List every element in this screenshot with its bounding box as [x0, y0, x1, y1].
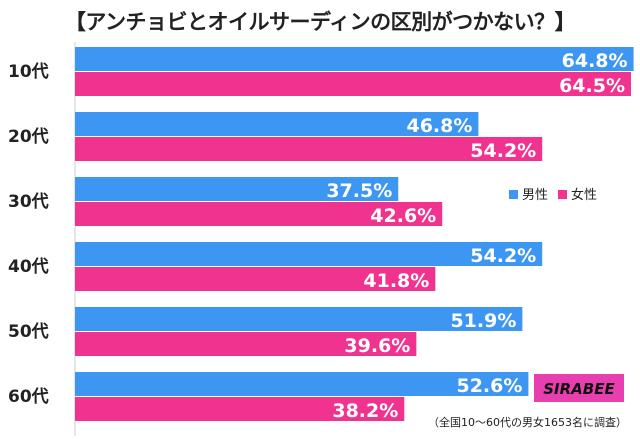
legend-swatch-male	[508, 189, 518, 199]
data-label: 64.8%	[562, 50, 628, 72]
legend-item-female: 女性	[558, 184, 597, 203]
footnote: （全国10〜60代の男女1653名に調査）	[428, 416, 627, 429]
legend-item-male: 男性	[508, 184, 548, 203]
bar-male	[75, 47, 634, 71]
category-label: 50代	[8, 321, 49, 342]
data-label: 52.6%	[456, 375, 522, 397]
data-label: 54.2%	[470, 140, 536, 162]
chart-title: 【アンチョビとオイルサーディンの区別がつかない？】	[64, 10, 576, 34]
legend-label-male: 男性	[521, 187, 548, 203]
legend-label-female: 女性	[571, 187, 598, 203]
data-label: 54.2%	[470, 245, 536, 267]
data-label: 37.5%	[326, 180, 392, 202]
category-label: 60代	[8, 386, 49, 407]
legend-swatch-female	[558, 189, 567, 199]
data-label: 41.8%	[363, 270, 429, 292]
category-label: 30代	[8, 191, 49, 212]
bar-male	[75, 372, 529, 396]
data-label: 64.5%	[559, 75, 625, 97]
data-label: 46.8%	[406, 115, 472, 137]
category-label: 20代	[8, 126, 49, 147]
bar-female	[75, 72, 631, 96]
bar-male	[75, 112, 479, 136]
category-label: 10代	[8, 61, 49, 82]
bar-male	[75, 307, 523, 331]
data-label: 42.6%	[370, 205, 436, 227]
bar-female	[75, 137, 543, 161]
bar-male	[75, 177, 399, 201]
bar-female	[75, 267, 436, 291]
sirabee-logo: SIRABEE	[534, 374, 624, 402]
bar-female	[75, 332, 417, 356]
legend: 男性 女性	[503, 178, 603, 208]
data-label: 51.9%	[450, 310, 516, 332]
bar-female	[75, 397, 405, 421]
data-label: 39.6%	[344, 335, 410, 357]
bar-male	[75, 242, 543, 266]
data-label: 38.2%	[332, 400, 398, 422]
bar-female	[75, 202, 443, 226]
category-label: 40代	[8, 256, 49, 277]
